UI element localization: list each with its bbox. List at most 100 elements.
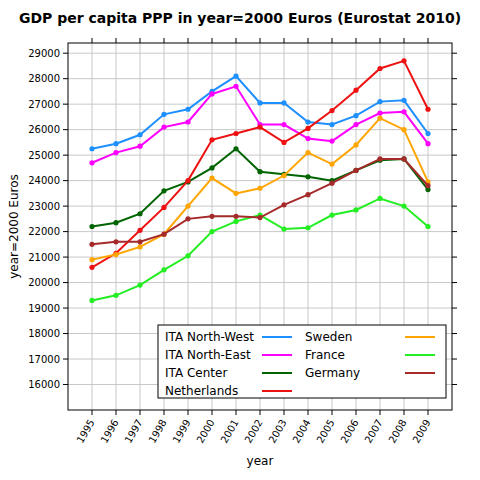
tick [63,155,68,156]
point [185,119,190,124]
point [161,125,166,130]
point [113,293,118,298]
tick [452,257,457,258]
legend-swatch [262,336,292,338]
tick-label: 26000 [28,124,60,135]
point [401,204,406,209]
tick-label: 2000 [194,418,216,446]
tick-label: 2001 [218,418,240,446]
tick-label: 23000 [28,201,60,212]
point [233,219,238,224]
point [401,109,406,114]
point [377,66,382,71]
point [353,142,358,147]
point [353,168,358,173]
point [401,127,406,132]
point [209,229,214,234]
tick [308,410,309,415]
tick-label: 27000 [28,99,60,110]
tick [188,410,189,415]
tick [428,38,429,43]
tick [452,180,457,181]
tick [236,38,237,43]
tick [380,410,381,415]
point [257,186,262,191]
tick [63,129,68,130]
point [305,225,310,230]
point [353,168,358,173]
tick-label: 2008 [386,418,408,446]
point [401,98,406,103]
legend-label: ITA Center [165,366,227,380]
point [137,228,142,233]
point [89,224,94,229]
point [281,202,286,207]
point [401,58,406,63]
point [89,257,94,262]
point [281,226,286,231]
series-line [92,118,428,259]
tick [332,38,333,43]
title: GDP per capita PPP in year=2000 Euros (E… [19,10,461,26]
y-label: year=2000 Euros [7,174,21,279]
tick [284,410,285,415]
tick-label: 18000 [28,328,60,339]
tick [452,282,457,283]
legend-label: Sweden [305,330,352,344]
series-line [92,198,428,300]
point [137,244,142,249]
series-line [92,159,428,244]
tick [260,410,261,415]
tick-label: 2005 [314,418,336,446]
tick-label: 17000 [28,354,60,365]
tick [63,282,68,283]
point [329,122,334,127]
legend-swatch [405,372,435,374]
point [89,146,94,151]
tick [212,38,213,43]
point [257,100,262,105]
tick [140,410,141,415]
tick [404,410,405,415]
tick-label: 2002 [242,418,264,446]
legend-swatch [262,372,292,374]
point [89,242,94,247]
chart: GDP per capita PPP in year=2000 Euros (E… [0,0,480,480]
point [89,265,94,270]
point [233,131,238,136]
tick [164,410,165,415]
point [353,122,358,127]
point [281,140,286,145]
point [425,131,430,136]
tick [188,38,189,43]
point [401,156,406,161]
point [185,204,190,209]
tick [63,257,68,258]
point [209,91,214,96]
tick [452,129,457,130]
point [305,192,310,197]
point [425,224,430,229]
tick-label: 22000 [28,226,60,237]
point [137,144,142,149]
grid-line [116,43,117,410]
point [233,74,238,79]
plot-area [89,58,430,303]
point [233,146,238,151]
series-line [92,76,428,149]
tick [63,53,68,54]
point [209,214,214,219]
tick-label: 21000 [28,252,60,263]
tick [116,38,117,43]
tick [140,38,141,43]
grid-line [140,43,141,410]
tick [380,38,381,43]
point [89,160,94,165]
point [89,298,94,303]
tick [452,206,457,207]
point [137,283,142,288]
point [185,107,190,112]
tick-label: 19000 [28,303,60,314]
tick [452,308,457,309]
legend-swatch [405,354,435,356]
